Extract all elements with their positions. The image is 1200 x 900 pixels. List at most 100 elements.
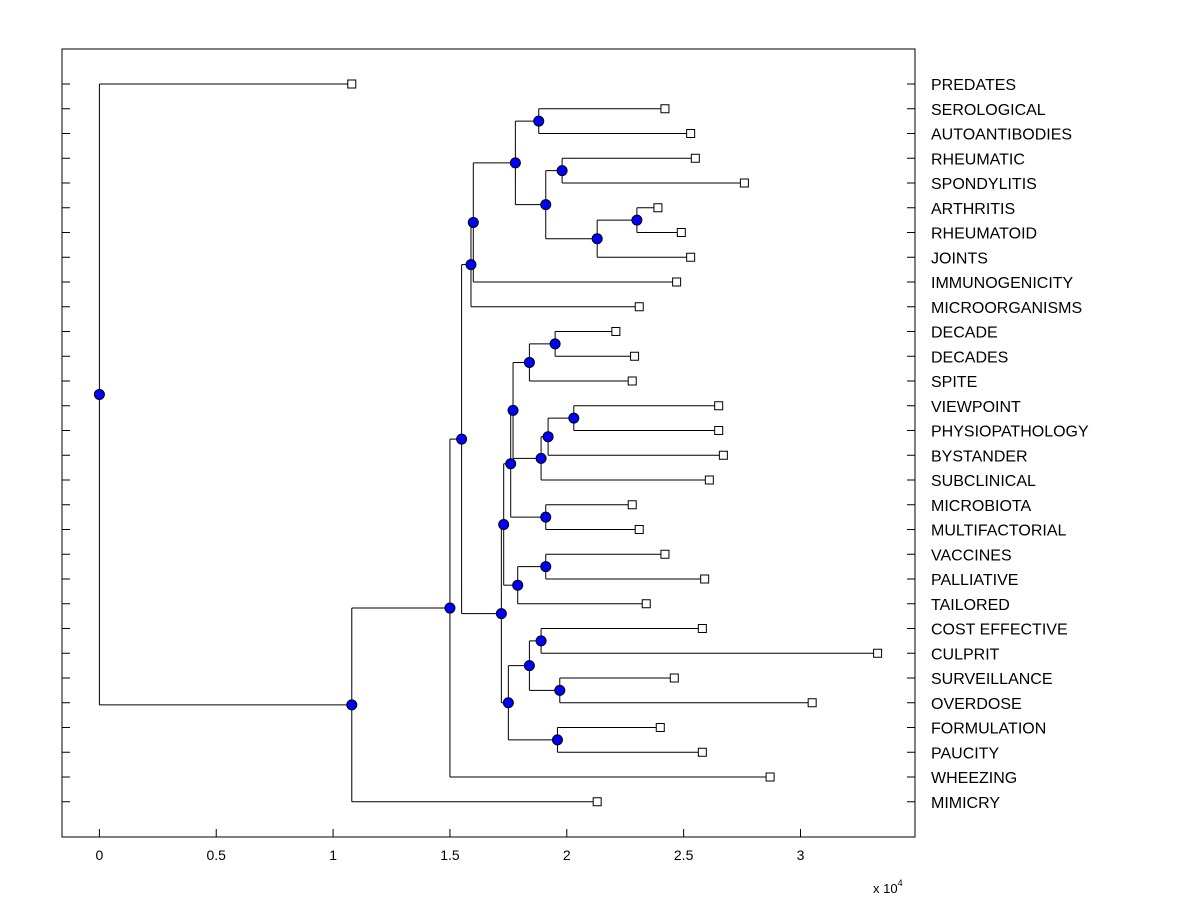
merge-node <box>467 216 479 228</box>
leaf-marker <box>765 772 775 782</box>
leaf-label: FORMULATION <box>931 721 1046 738</box>
leaf-label: MICROBIOTA <box>931 498 1031 515</box>
x-axis-ticks <box>98 829 801 837</box>
x-tick-label: 0.5 <box>207 847 227 863</box>
leaf-label: PALLIATIVE <box>931 572 1018 589</box>
leaf-label: IMMUNOGENICITY <box>931 275 1074 292</box>
leaf-label: JOINTS <box>931 250 988 267</box>
leaf-marker <box>700 574 710 584</box>
leaf-label: MIMICRY <box>931 795 1000 812</box>
leaf-label: VIEWPOINT <box>931 399 1021 416</box>
leaf-label: COST EFFECTIVE <box>931 622 1068 639</box>
merge-node <box>346 699 358 711</box>
leaf-markers <box>347 79 883 807</box>
plot-frame <box>61 48 916 838</box>
merge-node <box>505 458 517 470</box>
merge-node <box>93 388 105 400</box>
merge-node <box>465 259 477 271</box>
merge-node <box>540 561 552 573</box>
merge-node <box>523 356 535 368</box>
leaf-marker <box>686 252 696 262</box>
leaf-label: DECADES <box>931 349 1008 366</box>
leaf-label: SURVEILLANCE <box>931 671 1053 688</box>
merge-node <box>540 199 552 211</box>
leaf-marker <box>669 673 679 683</box>
x-multiplier-base: x 10 <box>873 881 898 896</box>
leaf-marker <box>714 426 724 435</box>
merge-node <box>554 684 566 696</box>
x-tick-label: 1.5 <box>440 847 460 863</box>
merge-node <box>556 165 568 177</box>
x-tick-label: 3 <box>797 847 805 863</box>
merge-node <box>535 452 547 464</box>
leaf-label: SPITE <box>931 374 977 391</box>
leaf-marker <box>697 624 707 633</box>
leaf-marker <box>611 327 621 336</box>
leaf-marker <box>592 797 602 807</box>
leaf-label: PREDATES <box>931 77 1016 94</box>
leaf-marker <box>704 475 714 485</box>
leaf-label: AUTOANTIBODIES <box>931 127 1072 144</box>
leaf-marker <box>714 401 724 411</box>
x-tick-label: 1 <box>329 847 337 863</box>
leaf-marker <box>627 500 637 510</box>
x-tick-label: 2 <box>563 847 571 863</box>
leaf-marker <box>672 277 682 287</box>
leaf-marker <box>686 129 696 138</box>
x-multiplier-exponent: 4 <box>898 878 903 888</box>
leaf-label: SPONDYLITIS <box>931 176 1037 193</box>
leaf-labels: PREDATES SEROLOGICAL AUTOANTIBODIES RHEUMAT… <box>931 77 1089 812</box>
leaf-marker <box>697 747 707 757</box>
merge-node <box>502 697 514 709</box>
leaf-marker <box>739 178 749 188</box>
leaf-marker <box>690 153 700 163</box>
leaf-marker <box>634 302 644 312</box>
leaf-label: RHEUMATOID <box>931 226 1037 243</box>
leaf-marker <box>660 549 670 559</box>
leaf-label: DECADE <box>931 325 998 342</box>
leaf-marker <box>641 599 651 609</box>
leaf-label: SUBCLINICAL <box>931 473 1036 490</box>
leaf-marker <box>676 228 686 237</box>
leaf-marker <box>718 450 728 460</box>
merge-node <box>512 579 524 591</box>
x-multiplier: x 104 <box>873 878 903 896</box>
merge-node <box>535 635 547 647</box>
leaf-label: SEROLOGICAL <box>931 102 1046 119</box>
leaf-marker <box>634 525 644 534</box>
leaf-label: CULPRIT <box>931 646 1000 663</box>
leaf-label: VACCINES <box>931 547 1012 564</box>
leaf-marker <box>630 351 640 361</box>
leaf-marker <box>627 376 637 386</box>
leaf-label: MULTIFACTORIAL <box>931 523 1067 540</box>
merge-node <box>631 214 643 226</box>
merge-node <box>533 115 545 127</box>
merge-node <box>540 511 552 523</box>
node-markers <box>93 115 643 746</box>
merge-node <box>549 338 561 350</box>
dendrogram-branches <box>98 83 878 803</box>
merge-node <box>523 660 535 672</box>
merge-node <box>542 431 554 443</box>
leaf-marker <box>660 104 670 114</box>
leaf-label: ARTHRITIS <box>931 201 1015 218</box>
leaf-marker <box>873 648 883 658</box>
leaf-label: PHYSIOPATHOLOGY <box>931 424 1089 441</box>
leaf-label: WHEEZING <box>931 770 1017 787</box>
leaf-label: MICROORGANISMS <box>931 300 1082 317</box>
leaf-marker <box>655 723 665 732</box>
merge-node <box>456 433 468 445</box>
merge-node <box>498 518 510 530</box>
x-tick-label: 0 <box>95 847 103 863</box>
merge-node <box>509 157 521 169</box>
leaf-marker <box>347 79 357 89</box>
leaf-label: PAUCITY <box>931 745 999 762</box>
leaf-label: RHEUMATIC <box>931 151 1025 168</box>
leaf-marker <box>807 698 817 708</box>
merge-node <box>495 608 507 620</box>
x-tick-labels: 0 0.5 1 1.5 2 2.5 3 <box>95 847 804 863</box>
x-tick-label: 2.5 <box>674 847 694 863</box>
y-axis-ticks <box>62 83 915 803</box>
leaf-label: OVERDOSE <box>931 696 1022 713</box>
